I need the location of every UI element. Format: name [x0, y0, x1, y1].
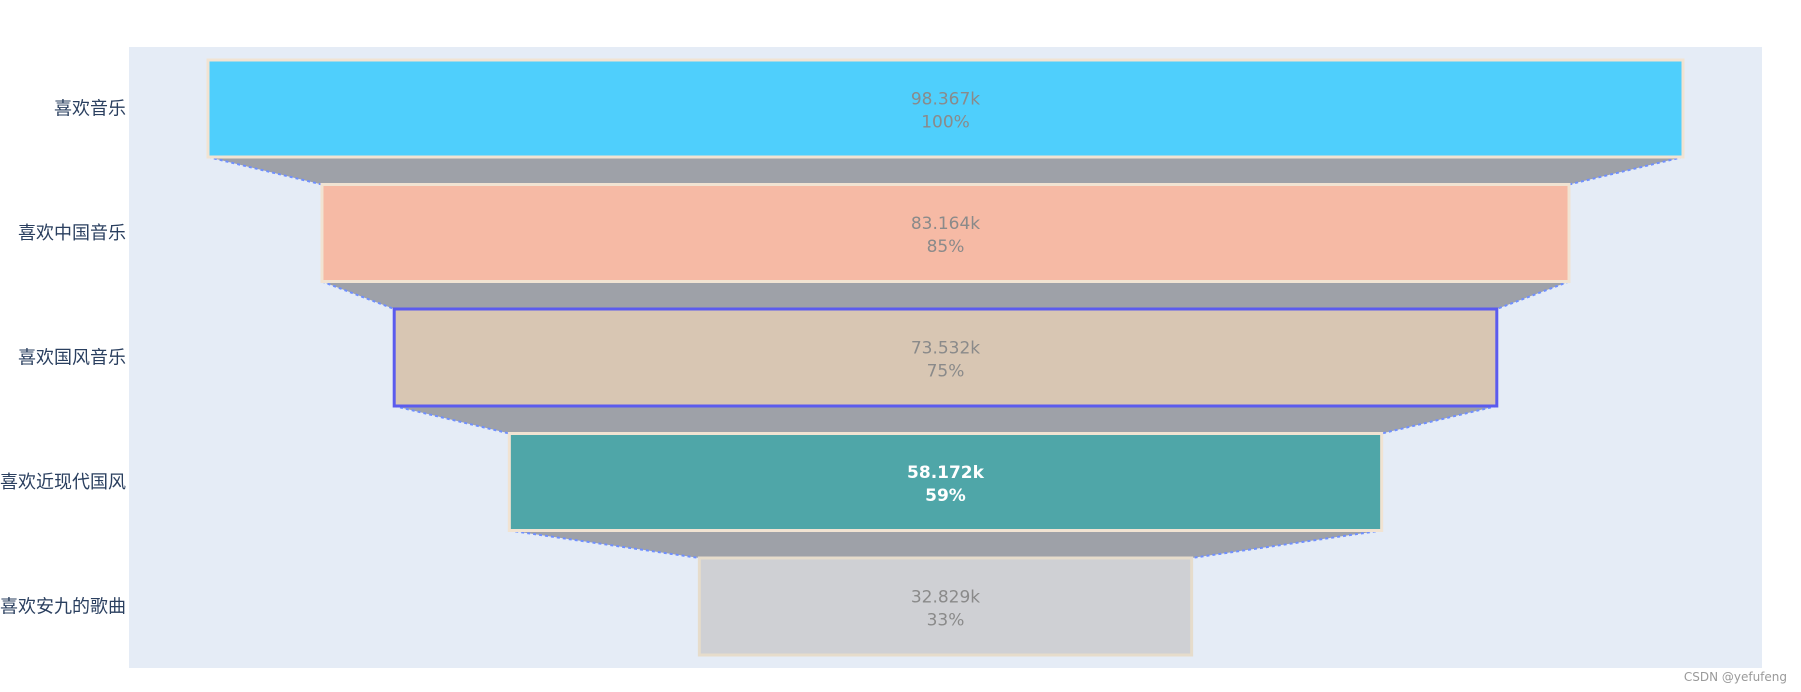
- connector-edge-4-right: [1191, 529, 1382, 559]
- value-label-2: 83.164k: [911, 214, 980, 234]
- connector-3: [394, 406, 1497, 434]
- value-label-1: 98.367k: [911, 90, 980, 110]
- percent-label-2: 85%: [927, 237, 965, 257]
- stage-label-3: 喜欢国风音乐: [18, 348, 126, 369]
- stage-label-4: 喜欢近现代国风: [0, 472, 126, 493]
- connector-4: [509, 530, 1382, 558]
- percent-label-1: 100%: [921, 113, 970, 133]
- value-label-5: 32.829k: [911, 588, 980, 608]
- funnel-bar-5[interactable]: [697, 556, 1194, 657]
- connector-edge-3-right: [1381, 405, 1498, 435]
- connector-edge-3-left: [393, 405, 510, 435]
- connector-edge-4-left: [509, 529, 700, 559]
- value-label-3: 73.532k: [911, 339, 980, 359]
- stage-label-1: 喜欢音乐: [54, 99, 126, 120]
- funnel-bar-4[interactable]: [507, 432, 1384, 532]
- connector-group: [207, 156, 1684, 559]
- stage-label-2: 喜欢中国音乐: [18, 223, 126, 244]
- percent-label-3: 75%: [927, 362, 965, 382]
- value-label-group: 98.367k 100% 83.164k 85% 73.532k 75% 58.172k 59…: [907, 90, 985, 631]
- connector-edge-2-right: [1496, 280, 1570, 310]
- connector-edge-1-left: [207, 156, 323, 186]
- stage-label-5: 喜欢安九的歌曲: [0, 597, 126, 618]
- funnel-bar-1[interactable]: [206, 58, 1685, 159]
- connector-edge-1-right: [1568, 156, 1684, 186]
- funnel-bar-2[interactable]: [320, 183, 1571, 283]
- connector-2: [321, 281, 1570, 309]
- value-label-4: 58.172k: [907, 463, 985, 483]
- percent-label-4: 59%: [925, 486, 966, 506]
- stage-bar-group: [206, 58, 1685, 657]
- percent-label-5: 33%: [927, 611, 965, 631]
- connector-1: [208, 157, 1683, 185]
- funnel-bar-3[interactable]: [392, 307, 1499, 408]
- connector-edge-2-left: [321, 280, 395, 310]
- watermark: CSDN @yefufeng: [1683, 670, 1787, 684]
